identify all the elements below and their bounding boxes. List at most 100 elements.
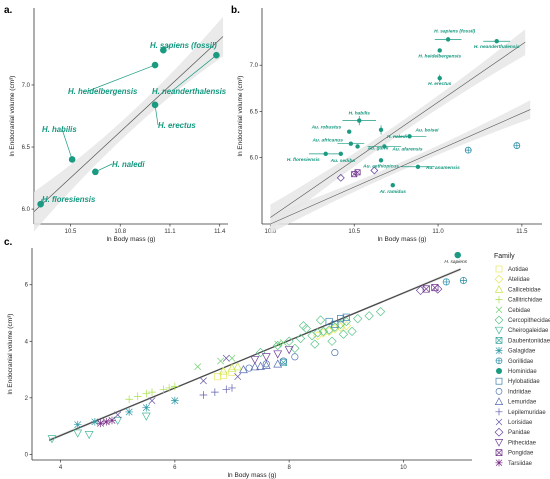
y-tick-label: 6 xyxy=(25,283,29,289)
point-daubentoniidae xyxy=(279,358,287,367)
legend-label: Atelidae xyxy=(508,277,530,283)
point-callitrichidae xyxy=(165,384,173,392)
point-hominidae xyxy=(454,251,461,259)
point-cheirogaleidae xyxy=(47,435,57,444)
point-aotidae xyxy=(214,373,222,381)
point-cebidae xyxy=(274,340,282,348)
point-au-sediba xyxy=(338,151,344,157)
point-galagidae xyxy=(171,396,179,405)
x-axis-label: ln Body mass (g) xyxy=(107,236,156,243)
point-au-aethiopicus xyxy=(378,158,384,163)
point-tarsiidae xyxy=(96,419,105,428)
point-lorisidae xyxy=(114,411,122,419)
point-cheirogaleidae xyxy=(141,412,151,421)
label-h-heidelbergensis: H. heidelbergensis xyxy=(68,87,138,96)
point-cebidae xyxy=(194,363,202,371)
point-callicebidae xyxy=(233,362,243,371)
point-lemuridae xyxy=(250,362,260,371)
legend-item-galagidae: Galagidae xyxy=(495,347,536,355)
point-tarsiidae xyxy=(108,416,116,425)
point-cercopithecidae xyxy=(284,336,294,346)
legend-item-atelidae: Atelidae xyxy=(494,274,530,284)
point-lorisidae xyxy=(222,354,230,362)
y-tick-label: 6.5 xyxy=(250,109,259,115)
point-galagidae xyxy=(142,403,151,412)
label-h-floresiensis: H. floresiensis xyxy=(287,157,320,163)
point-au-boisei xyxy=(407,134,412,139)
point-au-robustus xyxy=(346,129,352,134)
point-lorisidae xyxy=(148,397,156,405)
x-tick-label: 10.5 xyxy=(348,229,360,235)
legend-label: Lorisidae xyxy=(508,420,533,426)
legend-key-hominidae xyxy=(496,368,502,374)
point-cercopithecidae xyxy=(290,343,300,354)
point-callitrichidae xyxy=(125,395,133,404)
point-galagidae xyxy=(125,408,133,416)
legend-label: Lemuridae xyxy=(508,400,537,406)
y-tick-label: 2 xyxy=(25,396,29,402)
point-pongidae xyxy=(354,169,361,176)
point-pongidae xyxy=(351,171,358,178)
x-tick-label: 10.5 xyxy=(65,229,77,235)
point-h-sapiens-fossil xyxy=(160,46,167,54)
legend-key-hylobatidae xyxy=(495,377,503,385)
point-aotidae xyxy=(228,368,236,376)
point-cercopithecidae xyxy=(338,329,349,339)
label-au-sediba: Au. sediba xyxy=(330,158,356,164)
point-indriidae xyxy=(331,349,339,357)
regression-line xyxy=(270,109,531,225)
point-cercopithecidae xyxy=(353,314,363,324)
point-ar-ramidus xyxy=(390,183,395,188)
label-au-robustus: Au. robustus xyxy=(311,125,342,131)
annotation-h-sapiens: H. sapiens xyxy=(444,259,467,265)
point-cercopithecidae xyxy=(347,326,357,337)
y-tick-label: 7.0 xyxy=(22,83,31,89)
point-aotidae xyxy=(219,371,227,379)
label-h-neanderthalensis: H. neanderthalensis xyxy=(152,87,227,96)
point-gorillidae xyxy=(442,278,450,286)
point-hylobatidae xyxy=(342,313,350,321)
point-gorillidae xyxy=(459,277,467,284)
legend-label: Pongidae xyxy=(508,451,534,457)
legend-label: Callicebidae xyxy=(508,287,541,293)
panel-c-label: c. xyxy=(4,237,13,248)
point-panidae xyxy=(370,166,379,175)
label-leader xyxy=(154,104,159,126)
point-hylobatidae xyxy=(331,320,339,328)
point-h-sapiens-fossil xyxy=(445,37,451,42)
legend-key-cheirogaleidae xyxy=(494,326,504,335)
point-galagidae xyxy=(91,418,99,426)
point-cheirogaleidae xyxy=(84,431,94,440)
x-axis-label: ln Body mass (g) xyxy=(378,236,427,243)
point-au-afarensis xyxy=(382,144,387,149)
legend-item-lemuridae: Lemuridae xyxy=(494,397,537,406)
point-lepilemuridae xyxy=(222,385,231,394)
legend-label: Indriidae xyxy=(508,389,532,395)
point-hylobatidae xyxy=(325,317,333,326)
point-h-neanderthalensis xyxy=(494,39,499,44)
legend: Family Aotidae Atelidae Callicebidae Callitr… xyxy=(494,253,550,467)
point-h-naledi xyxy=(378,127,384,133)
point-h-heidelbergensis xyxy=(151,61,159,69)
label-h-naledi: H. naledi xyxy=(112,160,145,169)
label-au-aethiopicus: Au. aethiopicus xyxy=(362,163,399,169)
y-tick-label: 6.0 xyxy=(250,156,259,162)
point-cercopithecidae xyxy=(255,347,266,358)
point-pongidae xyxy=(431,284,439,292)
legend-key-gorillidae xyxy=(495,357,503,365)
legend-key-pongidae xyxy=(495,449,503,456)
regression-line xyxy=(33,36,224,212)
point-pongidae xyxy=(422,285,430,293)
point-pongidae-x xyxy=(354,169,361,176)
x-tick-label: 6 xyxy=(173,465,177,471)
point-gorillidae-cross xyxy=(513,142,520,149)
label-h-habilis: H. habilis xyxy=(349,111,371,117)
label-h-sapiens-fossil: H. sapiens (fossil) xyxy=(434,28,475,34)
y-axis-label: ln Endocranial volume (cm³) xyxy=(7,314,14,395)
legend-key-lepilemuridae xyxy=(495,408,503,416)
point-galagidae xyxy=(73,420,82,429)
legend-label: Cebidae xyxy=(508,308,531,314)
legend-key-cercopithecidae xyxy=(494,315,504,325)
legend-key-lemuridae xyxy=(494,397,504,405)
x-tick-label: 10 xyxy=(400,465,407,471)
